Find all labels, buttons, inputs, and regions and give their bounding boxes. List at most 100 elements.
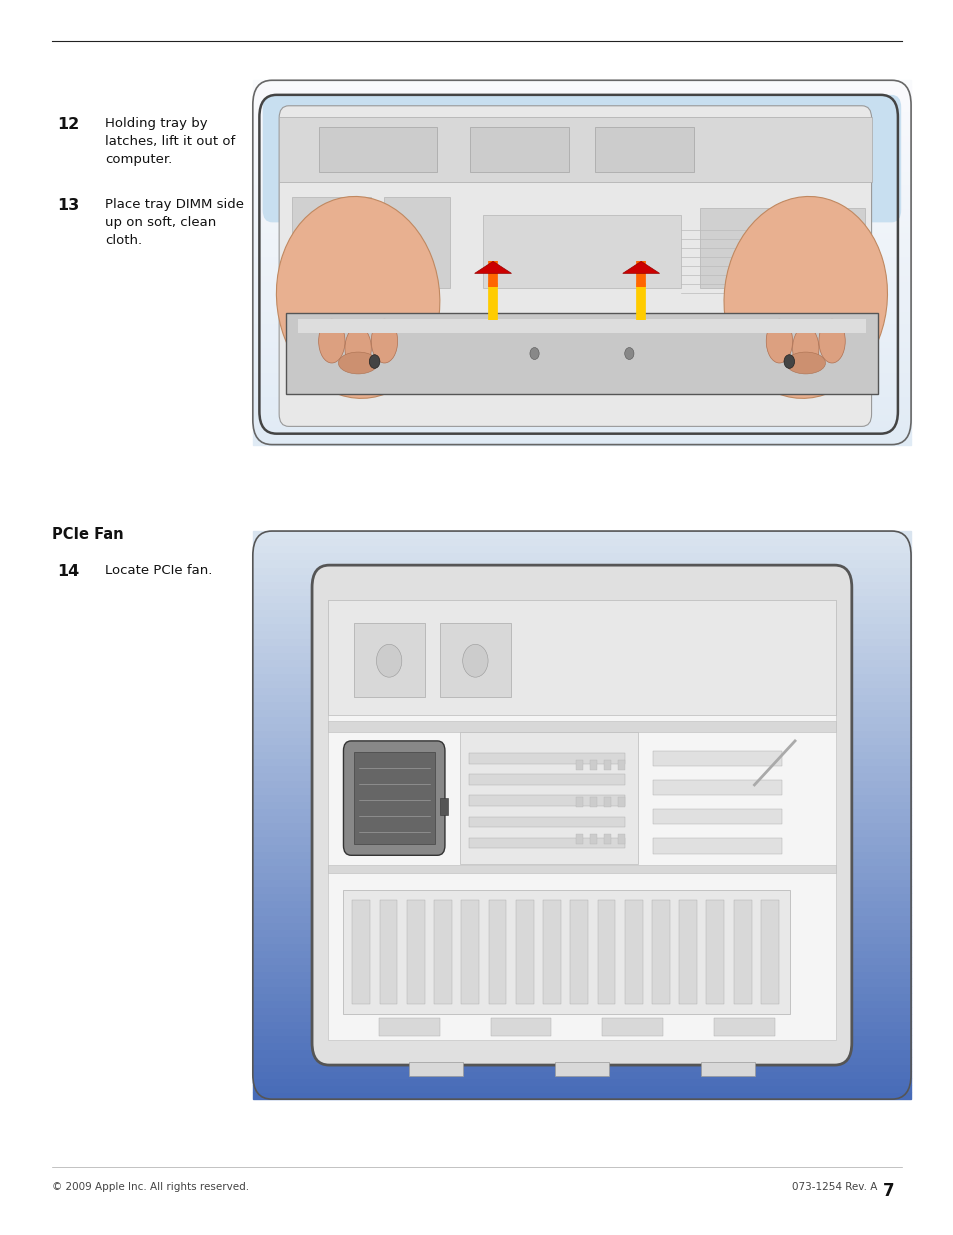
Polygon shape (622, 262, 659, 273)
Bar (253, 652, 910, 659)
Ellipse shape (371, 320, 397, 363)
Bar (253, 701, 910, 709)
Text: 13: 13 (57, 198, 79, 212)
Bar (713, 1018, 774, 1036)
Bar (618, 834, 624, 845)
Bar (253, 317, 910, 324)
Bar (253, 135, 910, 141)
Bar (253, 993, 910, 1000)
Bar (253, 1014, 910, 1021)
Bar (253, 722, 910, 730)
Bar (589, 834, 597, 845)
Bar (253, 80, 910, 86)
Bar (253, 195, 910, 201)
Bar (601, 1018, 662, 1036)
Bar (253, 384, 910, 390)
Bar (253, 1042, 910, 1050)
Bar (253, 1007, 910, 1014)
Bar (575, 797, 582, 808)
Bar (253, 408, 910, 414)
Bar (461, 900, 478, 1004)
Bar (253, 552, 910, 559)
Bar (253, 141, 910, 147)
Polygon shape (475, 262, 511, 273)
Ellipse shape (785, 352, 824, 374)
Bar (354, 622, 424, 698)
Text: Locate PCIe fan.: Locate PCIe fan. (105, 564, 213, 578)
Bar (253, 559, 910, 567)
Bar (595, 126, 693, 173)
Bar (253, 766, 910, 773)
Bar (253, 403, 910, 408)
Bar (253, 262, 910, 268)
Bar (490, 1018, 551, 1036)
Bar (253, 268, 910, 274)
Bar (253, 414, 910, 420)
Text: 14: 14 (57, 564, 79, 579)
Circle shape (462, 645, 488, 677)
FancyBboxPatch shape (279, 106, 871, 426)
Bar (253, 1063, 910, 1071)
Bar (652, 809, 781, 825)
Ellipse shape (818, 320, 844, 363)
Ellipse shape (276, 196, 439, 399)
Bar (488, 900, 506, 1004)
Bar (253, 666, 910, 673)
Bar (253, 751, 910, 758)
Bar (253, 631, 910, 637)
Bar (253, 99, 910, 105)
Circle shape (624, 347, 634, 359)
Bar (253, 1071, 910, 1078)
Bar (253, 971, 910, 978)
Bar (253, 694, 910, 701)
Bar (253, 546, 910, 552)
Bar (618, 797, 624, 808)
Bar (253, 147, 910, 153)
Bar (253, 117, 910, 122)
Bar (253, 944, 910, 950)
Bar (597, 900, 615, 1004)
Bar (253, 794, 910, 802)
Bar (253, 86, 910, 93)
Bar (253, 851, 910, 857)
Bar (253, 857, 910, 864)
Bar (253, 111, 910, 117)
Bar (253, 420, 910, 426)
Bar (253, 637, 910, 645)
Ellipse shape (723, 196, 886, 399)
Ellipse shape (765, 320, 792, 363)
Bar (253, 588, 910, 595)
Bar (469, 774, 624, 785)
Bar (253, 1050, 910, 1057)
Bar (253, 688, 910, 694)
Bar (253, 1028, 910, 1035)
Bar (253, 1035, 910, 1042)
Bar (253, 438, 910, 445)
Ellipse shape (792, 326, 818, 370)
Bar (253, 737, 910, 743)
Bar (253, 815, 910, 823)
Bar (253, 1078, 910, 1086)
Bar (253, 226, 910, 232)
Bar (253, 567, 910, 573)
Bar (253, 914, 910, 921)
Bar (253, 330, 910, 336)
Bar (253, 773, 910, 779)
Bar (570, 900, 588, 1004)
Bar (733, 900, 751, 1004)
Bar (352, 900, 370, 1004)
Bar (253, 378, 910, 384)
Bar (651, 900, 669, 1004)
Bar (700, 207, 864, 288)
Bar (253, 201, 910, 207)
Bar (652, 751, 781, 767)
Bar (253, 232, 910, 238)
Bar (253, 299, 910, 305)
Bar (652, 837, 781, 853)
Bar (253, 324, 910, 330)
Bar (253, 978, 910, 986)
Bar (253, 659, 910, 666)
Bar (253, 1092, 910, 1099)
Bar (253, 893, 910, 900)
Bar (253, 280, 910, 287)
